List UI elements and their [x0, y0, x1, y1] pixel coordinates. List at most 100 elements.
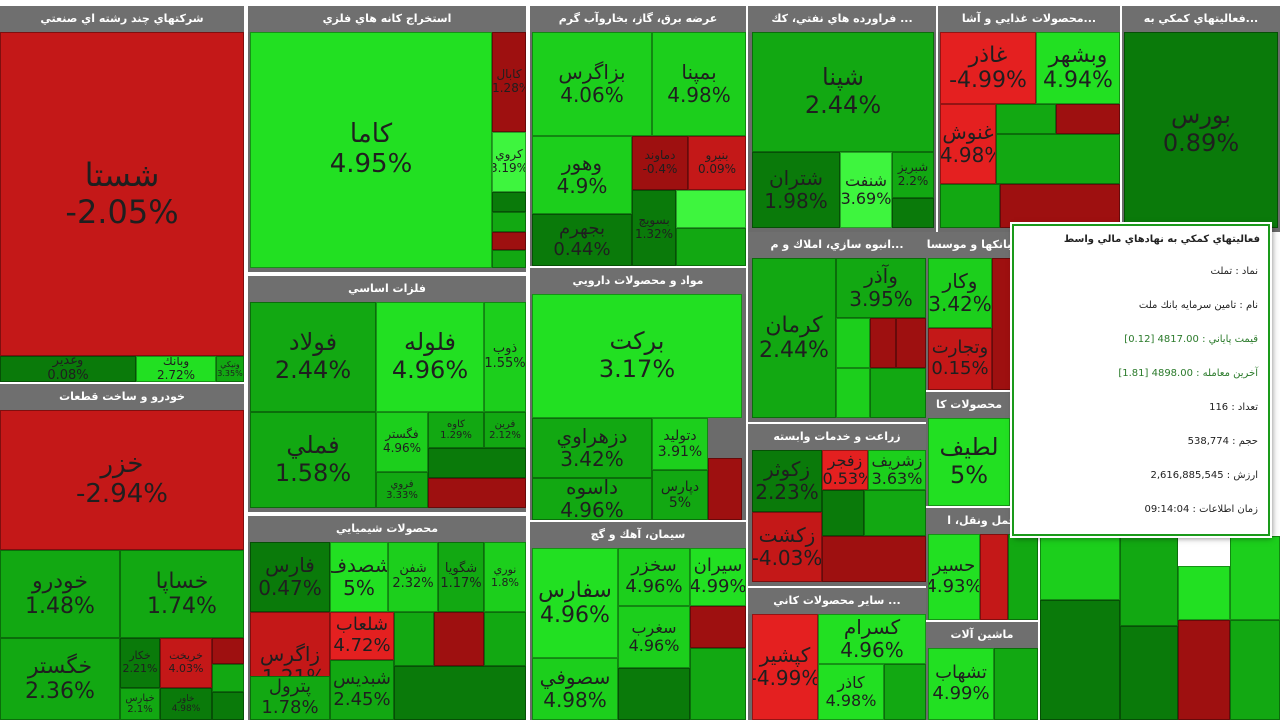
stock-tile[interactable]: غاذر -4.99% — [940, 32, 1036, 104]
stock-tile[interactable]: خگستر 2.36% — [0, 638, 120, 720]
stock-tile[interactable]: خساپا 1.74% — [120, 550, 244, 638]
stock-tile[interactable]: سغرب 4.96% — [618, 606, 690, 668]
stock-tile[interactable]: كرمان 2.44% — [752, 258, 836, 418]
stock-tile[interactable]: كسرام 4.96% — [818, 614, 926, 664]
stock-tile[interactable]: وتجارت 0.15% — [928, 328, 992, 390]
stock-tile[interactable]: زكوثر 2.23% — [752, 450, 822, 512]
stock-tile[interactable]: دپارس 5% — [652, 470, 708, 520]
minor-tile[interactable] — [690, 648, 746, 720]
minor-tile[interactable] — [492, 212, 526, 232]
stock-tile[interactable]: شبديس 2.45% — [330, 660, 394, 720]
minor-tile[interactable] — [1178, 566, 1230, 620]
minor-tile[interactable] — [864, 490, 926, 536]
stock-tile[interactable]: شنفت 3.69% — [840, 152, 892, 228]
minor-tile[interactable] — [996, 134, 1120, 184]
stock-tile[interactable]: فلوله 4.96% — [376, 302, 484, 412]
stock-tile[interactable]: شصدف5% — [330, 542, 388, 612]
stock-tile[interactable]: فروي 3.33% — [376, 472, 428, 508]
minor-tile[interactable] — [994, 648, 1038, 720]
stock-tile[interactable]: نوري 1.8% — [484, 542, 526, 612]
stock-tile[interactable]: ذوب 1.55% — [484, 302, 526, 412]
stock-tile[interactable]: سفارس 4.96% — [532, 548, 618, 658]
stock-tile[interactable]: فملي 1.58% — [250, 412, 376, 508]
minor-tile[interactable] — [676, 228, 746, 266]
stock-tile[interactable]: شلعاب 4.72% — [330, 612, 394, 660]
stock-tile[interactable]: بسويچ 1.32% — [632, 190, 676, 266]
stock-tile[interactable]: لطيف 5% — [928, 418, 1010, 506]
stock-tile[interactable]: بورس 0.89% — [1124, 32, 1278, 228]
stock-tile[interactable]: دتوليد 3.91% — [652, 418, 708, 470]
stock-tile[interactable]: كپشير -4.99% — [752, 614, 818, 720]
stock-tile[interactable]: شگويا 1.17% — [438, 542, 484, 612]
minor-tile[interactable] — [1230, 536, 1280, 620]
stock-tile[interactable]: خپارس 2.1% — [120, 688, 160, 720]
minor-tile[interactable] — [1120, 536, 1178, 626]
stock-tile[interactable]: فولاد 2.44% — [250, 302, 376, 412]
stock-tile[interactable]: حسير 4.93% — [928, 534, 980, 620]
stock-tile[interactable]: كاوه 1.29% — [428, 412, 484, 448]
minor-tile[interactable] — [212, 692, 244, 720]
stock-tile[interactable]: خاور 4.98% — [160, 688, 212, 720]
stock-tile[interactable]: شبريز 2.2% — [892, 152, 934, 198]
stock-tile[interactable]: ونيكي 3.35% — [216, 356, 244, 382]
minor-tile[interactable] — [1056, 104, 1120, 134]
stock-tile[interactable]: خودرو 1.48% — [0, 550, 120, 638]
minor-tile[interactable] — [428, 478, 526, 508]
minor-tile[interactable] — [1120, 626, 1178, 720]
stock-tile[interactable]: بزاگرس 4.06% — [532, 32, 652, 136]
minor-tile[interactable] — [690, 606, 746, 648]
minor-tile[interactable] — [492, 250, 526, 268]
stock-tile[interactable]: خكار 2.21% — [120, 638, 160, 688]
stock-tile[interactable]: خريخت 4.03% — [160, 638, 212, 688]
stock-tile[interactable]: زفجر-0.53% — [822, 450, 868, 490]
minor-tile[interactable] — [1000, 184, 1120, 228]
minor-tile[interactable] — [996, 104, 1056, 134]
stock-tile[interactable]: وبانك 2.72% — [136, 356, 216, 382]
stock-tile[interactable]: وكار 3.42% — [928, 258, 992, 328]
stock-tile[interactable]: بجهرم 0.44% — [532, 214, 632, 266]
minor-tile[interactable] — [428, 448, 526, 478]
minor-tile[interactable] — [884, 664, 926, 720]
stock-tile[interactable]: شپنا 2.44% — [752, 32, 934, 152]
stock-tile[interactable]: كابال-1.28% — [492, 32, 526, 132]
minor-tile[interactable] — [1008, 534, 1038, 620]
stock-tile[interactable]: بركت 3.17% — [532, 294, 742, 418]
minor-tile[interactable] — [1178, 620, 1230, 720]
stock-tile[interactable]: وبشهر 4.94% — [1036, 32, 1120, 104]
stock-tile[interactable]: شستا -2.05% — [0, 32, 244, 356]
minor-tile[interactable] — [676, 190, 746, 228]
stock-tile[interactable]: فگستر 4.96% — [376, 412, 428, 472]
minor-tile[interactable] — [822, 536, 926, 582]
stock-tile[interactable]: وآذر 3.95% — [836, 258, 926, 318]
minor-tile[interactable] — [618, 668, 690, 720]
stock-tile[interactable]: زكشت -4.03% — [752, 512, 822, 582]
minor-tile[interactable] — [836, 318, 870, 368]
minor-tile[interactable] — [492, 232, 526, 250]
minor-tile[interactable] — [212, 638, 244, 664]
minor-tile[interactable] — [992, 258, 1012, 390]
minor-tile[interactable] — [434, 612, 484, 666]
stock-tile[interactable]: كروي3.19% — [492, 132, 526, 192]
minor-tile[interactable] — [980, 534, 1008, 620]
stock-tile[interactable]: سيران 4.99% — [690, 548, 746, 606]
minor-tile[interactable] — [822, 490, 864, 536]
stock-tile[interactable]: بنيرو 0.09% — [688, 136, 746, 190]
minor-tile[interactable] — [1230, 620, 1280, 720]
minor-tile[interactable] — [394, 612, 434, 666]
stock-tile[interactable]: كاما 4.95% — [250, 32, 492, 268]
minor-tile[interactable] — [940, 184, 1000, 228]
stock-tile[interactable]: سصوفي 4.98% — [532, 658, 618, 720]
minor-tile[interactable] — [836, 368, 870, 418]
minor-tile[interactable] — [870, 368, 926, 418]
stock-tile[interactable]: دماوند -0.4% — [632, 136, 688, 190]
stock-tile[interactable]: وغدير 0.08% — [0, 356, 136, 382]
minor-tile[interactable] — [492, 192, 526, 212]
stock-tile[interactable]: پترول 1.78% — [250, 676, 330, 720]
stock-tile[interactable]: كاذر 4.98% — [818, 664, 884, 720]
stock-tile[interactable]: وهور 4.9% — [532, 136, 632, 214]
minor-tile[interactable] — [896, 318, 926, 368]
stock-tile[interactable]: شتران 1.98% — [752, 152, 840, 228]
stock-tile[interactable]: خزر -2.94% — [0, 410, 244, 550]
minor-tile[interactable] — [484, 612, 526, 666]
stock-tile[interactable]: بمپنا 4.98% — [652, 32, 746, 136]
